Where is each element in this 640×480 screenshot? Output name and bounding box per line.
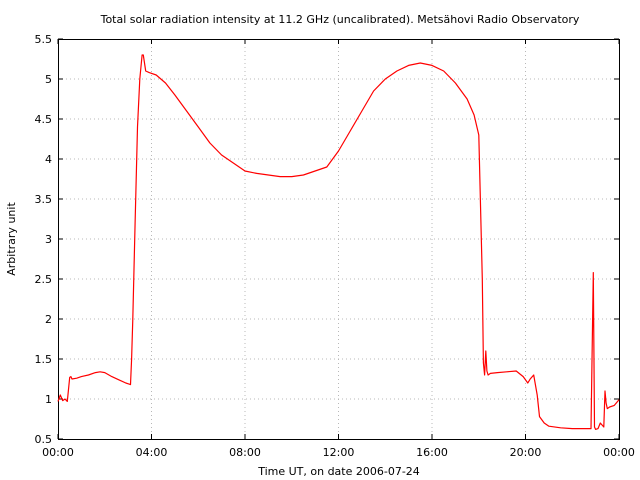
x-tick-label: 16:00 xyxy=(416,446,448,459)
y-tick-label: 0.5 xyxy=(35,433,53,446)
x-tick-label: 04:00 xyxy=(136,446,168,459)
x-tick-label: 08:00 xyxy=(229,446,261,459)
chart-title: Total solar radiation intensity at 11.2 … xyxy=(100,13,580,26)
plot-frame xyxy=(58,39,620,440)
y-tick-label: 2.5 xyxy=(35,273,53,286)
axis-layer xyxy=(57,38,620,440)
y-tick-label: 5.5 xyxy=(35,33,53,46)
x-tick-label: 00:00 xyxy=(603,446,635,459)
y-tick-label: 1 xyxy=(45,393,52,406)
y-tick-label: 3.5 xyxy=(35,193,53,206)
series-layer xyxy=(57,54,620,430)
x-tick-label: 20:00 xyxy=(510,446,542,459)
x-tick-label: 00:00 xyxy=(42,446,74,459)
y-tick-label: 4 xyxy=(45,153,52,166)
x-tick-label: 12:00 xyxy=(323,446,355,459)
y-tick-label: 5 xyxy=(45,73,52,86)
y-tick-label: 3 xyxy=(45,233,52,246)
grid-layer xyxy=(58,39,619,439)
tick-label-layer: 00:00 04:00 08:00 12:00 16:00 20:00 00:000.511… xyxy=(35,33,635,459)
y-axis-label: Arbitrary unit xyxy=(5,202,18,276)
y-tick-label: 2 xyxy=(45,313,52,326)
y-tick-label: 1.5 xyxy=(35,353,53,366)
x-axis-label: Time UT, on date 2006-07-24 xyxy=(257,465,420,478)
y-tick-label: 4.5 xyxy=(35,113,53,126)
series-line xyxy=(57,54,620,430)
